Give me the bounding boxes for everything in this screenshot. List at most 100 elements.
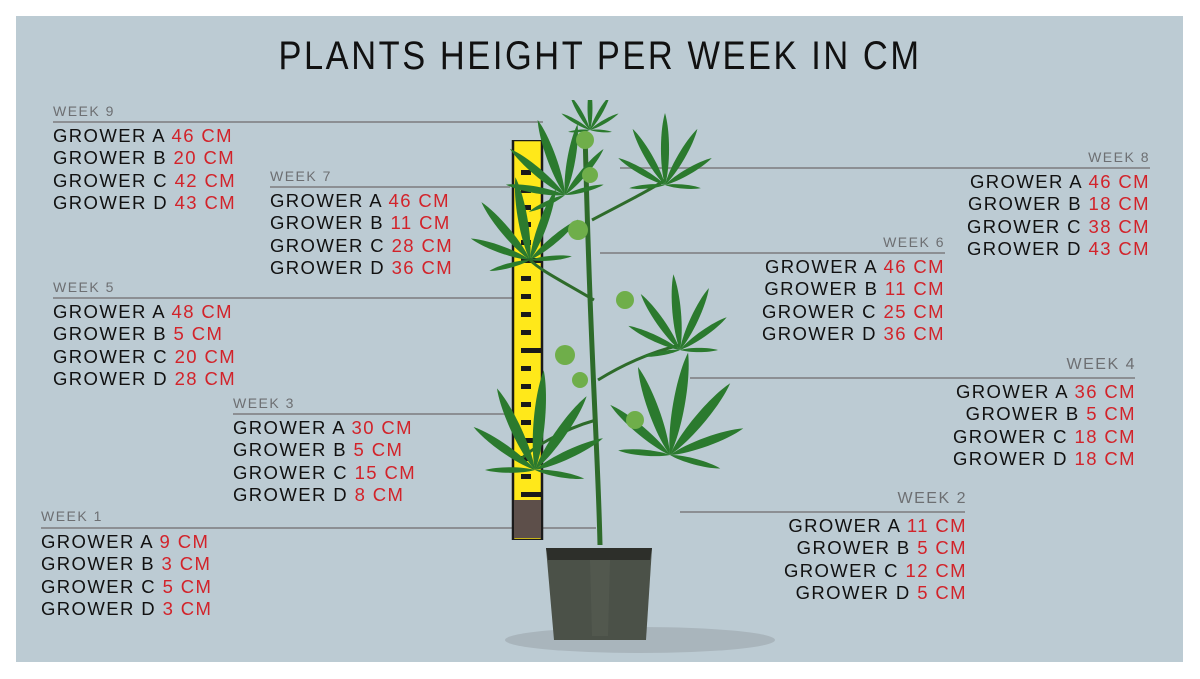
grower-name: GROWER B [764, 278, 879, 300]
height-value: 9 CM [159, 531, 210, 552]
week-2-block: WEEK 2 GROWER A 11 CM GROWER B 5 CM GROW… [784, 491, 967, 604]
guide-line-week-2 [680, 511, 965, 513]
height-value: 5 CM [917, 581, 967, 603]
height-value: 20 CM [173, 147, 236, 169]
week-label: WEEK 3 [233, 395, 295, 411]
grower-name: GROWER A [970, 171, 1082, 192]
guide-line-week-8 [620, 167, 1150, 169]
grower-name: GROWER C [53, 345, 169, 367]
grower-row: GROWER A 30 CM [233, 417, 416, 439]
grower-row: GROWER A 11 CM [784, 515, 967, 537]
height-value: 18 CM [1074, 447, 1136, 469]
height-value: 3 CM [161, 553, 212, 575]
grower-row: GROWER C 15 CM [233, 462, 416, 484]
guide-line-week-3 [233, 413, 523, 415]
height-value: 11 CM [884, 278, 945, 300]
grower-name: GROWER B [41, 553, 155, 575]
grower-name: GROWER C [53, 169, 169, 191]
grower-row: GROWER A 36 CM [953, 381, 1136, 403]
grower-name: GROWER D [761, 322, 877, 344]
grower-name: GROWER C [270, 234, 386, 256]
grower-name: GROWER A [956, 381, 1068, 402]
height-value: 46 CM [883, 256, 945, 277]
week-label: WEEK 6 [883, 234, 945, 250]
height-value: 11 CM [906, 515, 967, 536]
height-value: 3 CM [162, 597, 213, 619]
grower-name: GROWER D [795, 581, 911, 603]
guide-line-week-5 [53, 297, 523, 299]
grower-name: GROWER C [761, 300, 877, 322]
grower-row: GROWER B 3 CM [41, 553, 212, 575]
grower-row: GROWER B 5 CM [953, 403, 1136, 425]
height-value: 36 CM [391, 256, 454, 278]
grower-row: GROWER D 43 CM [967, 238, 1150, 260]
week-8-block: WEEK 8 GROWER A 46 CM GROWER B 18 CM GRO… [967, 149, 1150, 260]
grower-row: GROWER B 18 CM [967, 193, 1150, 215]
height-value: 20 CM [174, 345, 237, 367]
grower-row: GROWER A 48 CM [53, 301, 236, 323]
height-value: 46 CM [1088, 171, 1150, 192]
grower-name: GROWER B [796, 537, 911, 559]
height-value: 11 CM [390, 212, 451, 234]
week-label: WEEK 5 [53, 279, 115, 295]
height-value: 43 CM [174, 191, 237, 213]
grower-row: GROWER D 5 CM [784, 582, 967, 604]
grower-row: GROWER C 38 CM [967, 216, 1150, 238]
grower-name: GROWER D [233, 483, 349, 505]
grower-row: GROWER D 43 CM [53, 192, 236, 214]
grower-name: GROWER A [788, 515, 901, 536]
week-3-block: WEEK 3 GROWER A 30 CM GROWER B 5 CM GROW… [233, 395, 416, 506]
guide-line-week-4 [690, 377, 1135, 379]
grower-row: GROWER C 42 CM [53, 170, 236, 192]
height-value: 36 CM [883, 322, 945, 344]
week-label: WEEK 4 [1066, 356, 1136, 373]
grower-name: GROWER C [233, 461, 349, 483]
week-label: WEEK 9 [53, 103, 115, 119]
height-value: 18 CM [1074, 425, 1136, 447]
grower-name: GROWER C [783, 559, 899, 581]
grower-row: GROWER B 5 CM [233, 439, 416, 461]
grower-name: GROWER D [952, 447, 1068, 469]
grower-row: GROWER D 18 CM [953, 448, 1136, 470]
week-label: WEEK 8 [1088, 149, 1150, 165]
height-value: 38 CM [1088, 215, 1150, 237]
height-value: 18 CM [1088, 193, 1150, 215]
grower-row: GROWER B 5 CM [784, 537, 967, 559]
grower-row: GROWER A 46 CM [53, 125, 236, 147]
guide-line-week-9 [53, 121, 543, 123]
week-label: WEEK 2 [897, 490, 967, 507]
grower-row: GROWER B 5 CM [53, 323, 236, 345]
height-value: 36 CM [1074, 381, 1136, 402]
grower-row: GROWER D 28 CM [53, 368, 236, 390]
height-value: 5 CM [353, 439, 404, 461]
grower-name: GROWER D [270, 256, 386, 278]
height-value: 43 CM [1088, 237, 1150, 259]
week-7-block: WEEK 7 GROWER A 46 CM GROWER B 11 CM GRO… [270, 168, 453, 279]
height-value: 8 CM [354, 483, 405, 505]
grower-name: GROWER A [53, 125, 165, 146]
grower-name: GROWER C [41, 575, 157, 597]
height-value: 12 CM [905, 559, 967, 581]
grower-row: GROWER D 8 CM [233, 484, 416, 506]
height-value: 48 CM [171, 301, 233, 322]
height-value: 25 CM [883, 300, 945, 322]
grower-row: GROWER A 46 CM [967, 171, 1150, 193]
grower-row: GROWER C 12 CM [784, 560, 967, 582]
week-4-block: WEEK 4 GROWER A 36 CM GROWER B 5 CM GROW… [953, 357, 1136, 470]
week-9-block: WEEK 9 GROWER A 46 CM GROWER B 20 CM GRO… [53, 103, 236, 214]
grower-row: GROWER A 9 CM [41, 531, 212, 553]
grower-row: GROWER D 3 CM [41, 598, 212, 620]
height-value: 5 CM [917, 537, 967, 559]
grower-row: GROWER D 36 CM [762, 323, 945, 345]
week-6-block: WEEK 6 GROWER A 46 CM GROWER B 11 CM GRO… [762, 234, 945, 345]
grower-row: GROWER B 11 CM [762, 278, 945, 300]
height-value: 5 CM [162, 575, 213, 597]
height-value: 46 CM [171, 125, 233, 146]
grower-name: GROWER B [233, 439, 347, 461]
grower-name: GROWER A [41, 531, 153, 552]
height-value: 30 CM [351, 417, 413, 438]
grower-name: GROWER A [765, 256, 877, 277]
grower-name: GROWER B [53, 147, 167, 169]
page-title: PLANTS HEIGHT PER WEEK IN CM [278, 34, 922, 78]
grower-row: GROWER D 36 CM [270, 257, 453, 279]
